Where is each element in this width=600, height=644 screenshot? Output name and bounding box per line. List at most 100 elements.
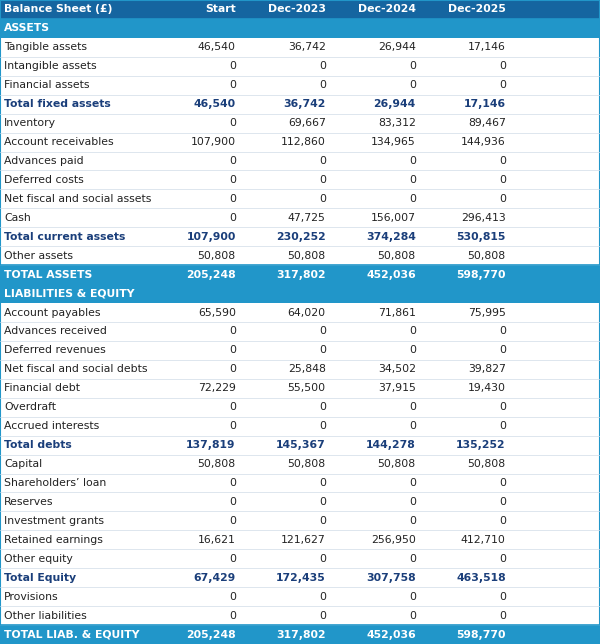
Bar xyxy=(0,322,600,341)
Bar xyxy=(0,171,600,189)
Text: 0: 0 xyxy=(229,478,236,488)
Text: 26,944: 26,944 xyxy=(374,99,416,109)
Text: 0: 0 xyxy=(229,327,236,336)
Text: 0: 0 xyxy=(499,175,506,185)
Text: 72,229: 72,229 xyxy=(198,383,236,393)
Bar xyxy=(0,95,600,113)
Text: 67,429: 67,429 xyxy=(194,573,236,583)
Bar xyxy=(0,455,600,473)
Bar xyxy=(0,606,600,625)
Text: Dec-2025: Dec-2025 xyxy=(448,5,506,14)
Text: Net fiscal and social debts: Net fiscal and social debts xyxy=(4,365,148,374)
Text: 205,248: 205,248 xyxy=(186,630,236,639)
Text: 230,252: 230,252 xyxy=(276,232,326,242)
Text: 0: 0 xyxy=(409,345,416,355)
Bar xyxy=(0,151,600,171)
Text: 317,802: 317,802 xyxy=(276,630,326,639)
Text: 374,284: 374,284 xyxy=(366,232,416,242)
Text: 0: 0 xyxy=(319,61,326,71)
Bar xyxy=(0,76,600,95)
Text: 0: 0 xyxy=(229,213,236,223)
Text: 71,861: 71,861 xyxy=(378,308,416,317)
Bar xyxy=(0,209,600,227)
Text: Account receivables: Account receivables xyxy=(4,137,114,147)
Text: 0: 0 xyxy=(319,592,326,601)
Bar xyxy=(0,246,600,265)
Text: 412,710: 412,710 xyxy=(461,535,506,545)
Text: 0: 0 xyxy=(499,156,506,166)
Text: Other liabilities: Other liabilities xyxy=(4,611,87,621)
Text: Account payables: Account payables xyxy=(4,308,101,317)
Text: Inventory: Inventory xyxy=(4,118,56,128)
Text: 0: 0 xyxy=(499,516,506,526)
Bar xyxy=(0,379,600,398)
Text: Cash: Cash xyxy=(4,213,31,223)
Text: 0: 0 xyxy=(229,554,236,564)
Text: 205,248: 205,248 xyxy=(186,270,236,279)
Text: 134,965: 134,965 xyxy=(371,137,416,147)
Text: 0: 0 xyxy=(319,80,326,90)
Text: 0: 0 xyxy=(499,80,506,90)
Text: 16,621: 16,621 xyxy=(198,535,236,545)
Text: 50,808: 50,808 xyxy=(287,459,326,469)
Text: 0: 0 xyxy=(319,175,326,185)
Text: 0: 0 xyxy=(499,421,506,431)
Text: 83,312: 83,312 xyxy=(378,118,416,128)
Text: 0: 0 xyxy=(229,156,236,166)
Text: Dec-2024: Dec-2024 xyxy=(358,5,416,14)
Text: 0: 0 xyxy=(319,194,326,204)
Text: 50,808: 50,808 xyxy=(287,251,326,261)
Text: 0: 0 xyxy=(229,365,236,374)
Text: 0: 0 xyxy=(319,611,326,621)
Text: 26,944: 26,944 xyxy=(378,43,416,52)
Text: 37,915: 37,915 xyxy=(378,383,416,393)
Text: 598,770: 598,770 xyxy=(457,630,506,639)
Bar xyxy=(0,265,600,284)
Bar xyxy=(0,189,600,209)
Text: 89,467: 89,467 xyxy=(468,118,506,128)
Text: 50,808: 50,808 xyxy=(467,251,506,261)
Text: 0: 0 xyxy=(409,80,416,90)
Text: 46,540: 46,540 xyxy=(198,43,236,52)
Text: 463,518: 463,518 xyxy=(456,573,506,583)
Text: Balance Sheet (£): Balance Sheet (£) xyxy=(4,5,113,14)
Text: Financial debt: Financial debt xyxy=(4,383,80,393)
Text: Provisions: Provisions xyxy=(4,592,59,601)
Text: 0: 0 xyxy=(229,421,236,431)
Bar xyxy=(0,587,600,606)
Text: 0: 0 xyxy=(319,554,326,564)
Text: 0: 0 xyxy=(319,478,326,488)
Text: 0: 0 xyxy=(229,80,236,90)
Bar xyxy=(0,284,600,303)
Text: 36,742: 36,742 xyxy=(283,99,326,109)
Text: 0: 0 xyxy=(229,345,236,355)
Text: 0: 0 xyxy=(319,156,326,166)
Bar xyxy=(0,0,600,19)
Text: 0: 0 xyxy=(319,345,326,355)
Bar xyxy=(0,113,600,133)
Text: 0: 0 xyxy=(319,327,326,336)
Text: 19,430: 19,430 xyxy=(468,383,506,393)
Text: 107,900: 107,900 xyxy=(187,232,236,242)
Text: 17,146: 17,146 xyxy=(468,43,506,52)
Text: 0: 0 xyxy=(409,194,416,204)
Bar xyxy=(0,360,600,379)
Text: 39,827: 39,827 xyxy=(468,365,506,374)
Text: Deferred costs: Deferred costs xyxy=(4,175,84,185)
Text: 50,808: 50,808 xyxy=(377,459,416,469)
Text: 144,936: 144,936 xyxy=(461,137,506,147)
Text: 75,995: 75,995 xyxy=(468,308,506,317)
Text: 452,036: 452,036 xyxy=(366,270,416,279)
Text: 0: 0 xyxy=(499,194,506,204)
Text: 50,808: 50,808 xyxy=(197,459,236,469)
Bar xyxy=(0,341,600,360)
Text: Advances paid: Advances paid xyxy=(4,156,84,166)
Text: Investment grants: Investment grants xyxy=(4,516,104,526)
Text: 0: 0 xyxy=(499,402,506,412)
Text: 0: 0 xyxy=(229,402,236,412)
Text: 598,770: 598,770 xyxy=(457,270,506,279)
Bar xyxy=(0,57,600,76)
Text: 55,500: 55,500 xyxy=(287,383,326,393)
Text: Advances received: Advances received xyxy=(4,327,107,336)
Text: 50,808: 50,808 xyxy=(377,251,416,261)
